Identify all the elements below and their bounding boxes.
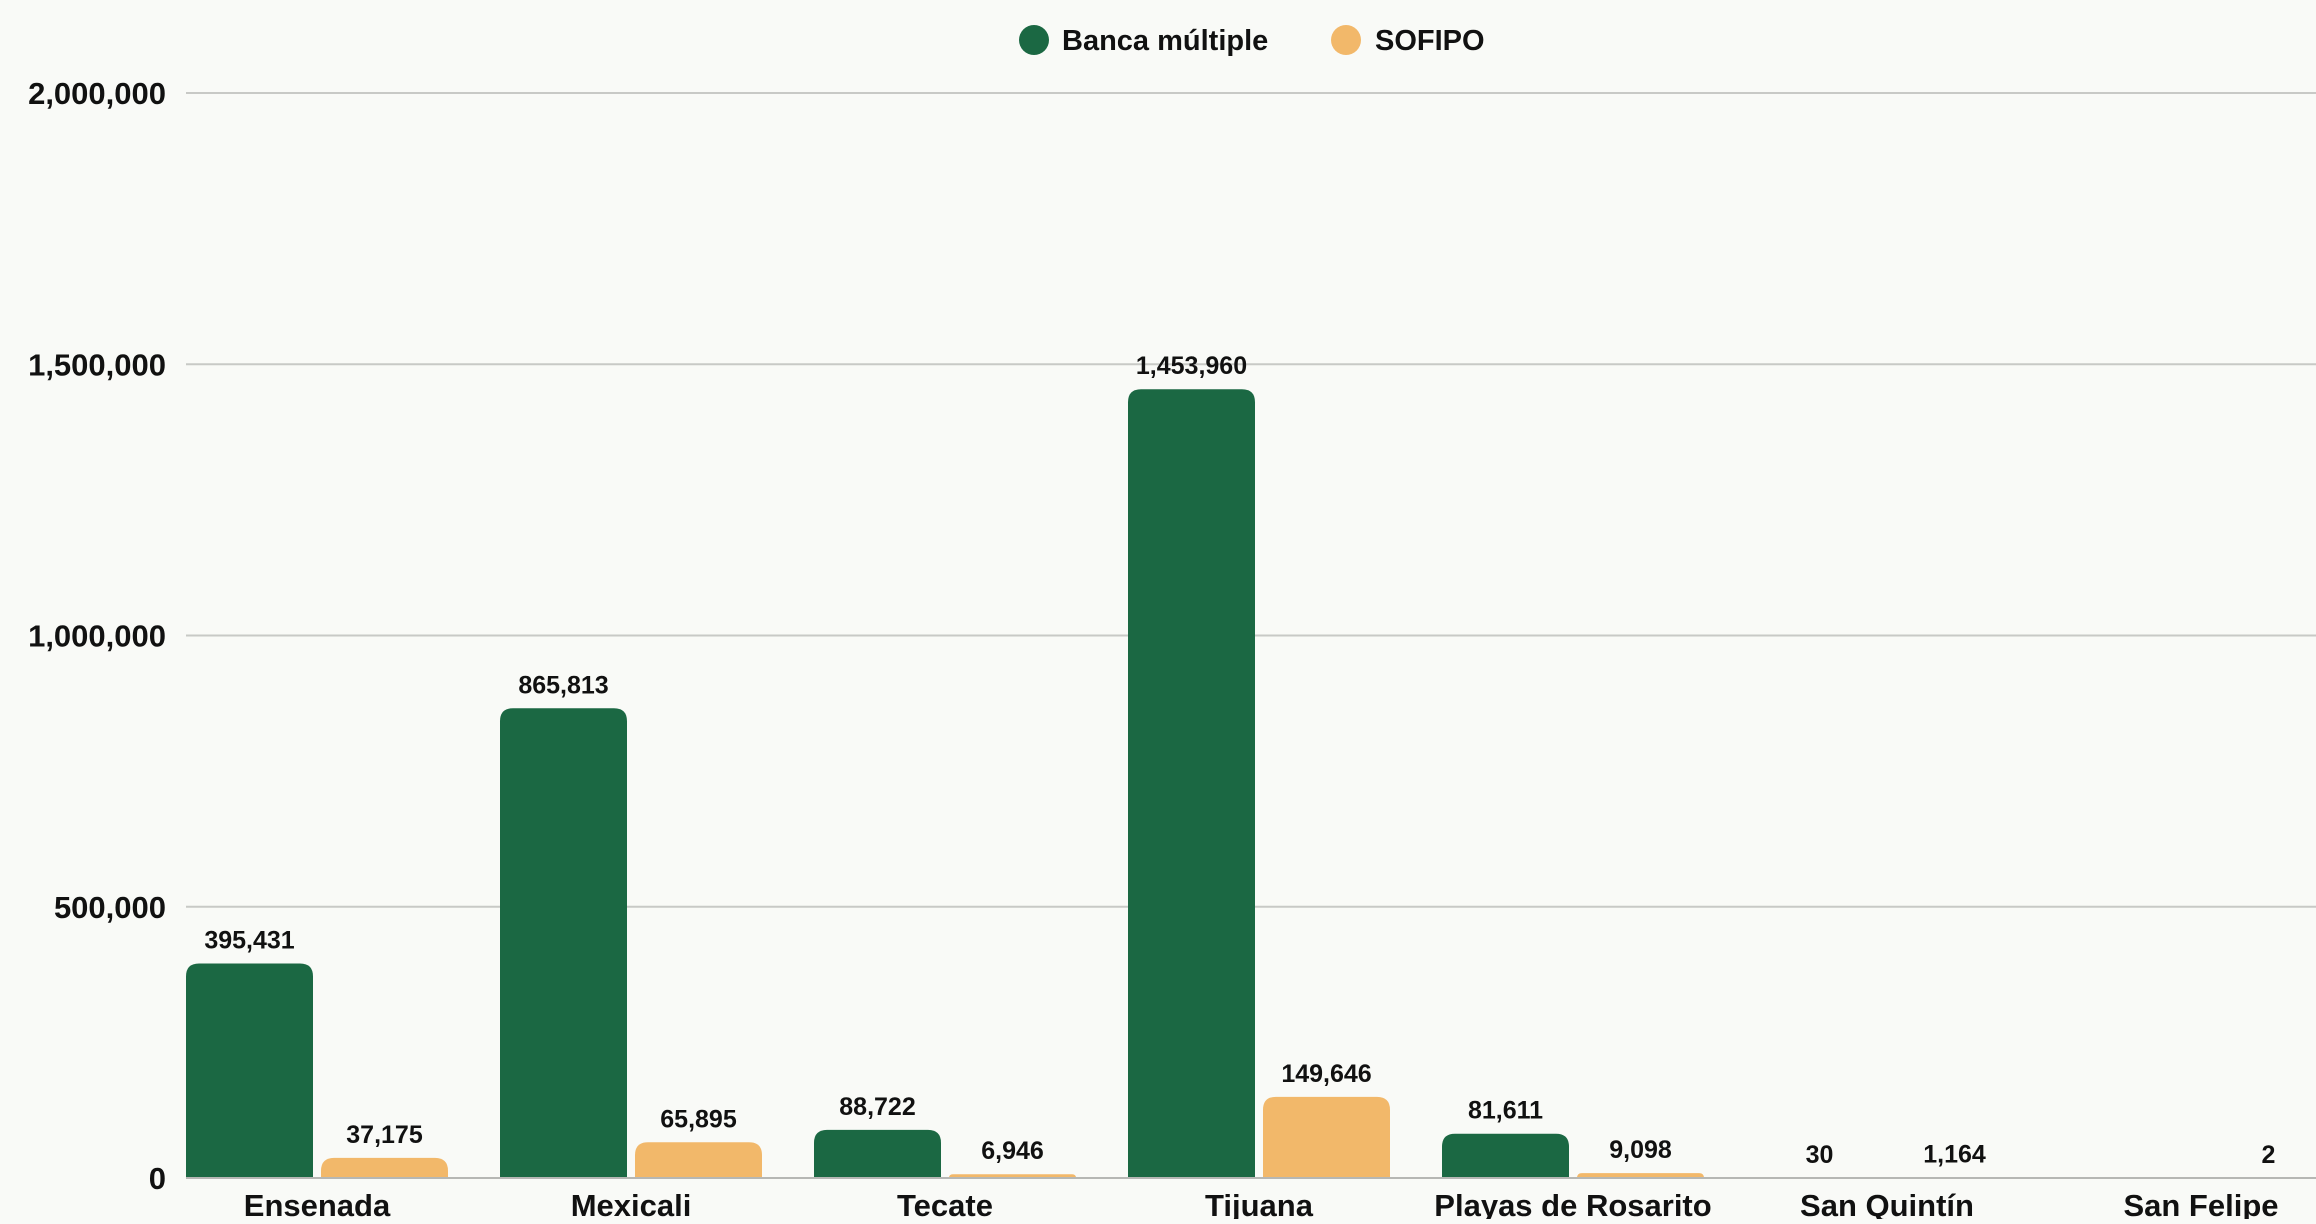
bar-sofipo-tijuana [1263,1096,1390,1178]
legend-marker-sofipo [1331,25,1361,55]
data-labels: 395,431 37,175 865,813 65,895 88,722 6,946 1,4… [204,352,2275,1169]
x-tick-label-mexicali: Mexicali [571,1188,692,1219]
legend-label-sofipo: SOFIPO [1375,25,1485,57]
y-tick-label: 500,000 [54,890,166,925]
bar-sofipo-playas-de-rosarito [1577,1173,1704,1178]
data-label-sofipo-tecate: 6,946 [981,1137,1044,1165]
bar-sofipo-mexicali [635,1142,762,1178]
data-label-banca-multiple-tecate: 88,722 [839,1093,915,1121]
data-label-sofipo-san-felipe: 2 [2262,1141,2276,1169]
bar-banca-multiple-playas-de-rosarito [1442,1133,1569,1178]
y-tick-label: 0 [149,1161,166,1196]
legend: Banca múltiple SOFIPO [1019,25,1485,57]
bar-banca-multiple-tijuana [1128,389,1255,1179]
y-tick-label: 1,500,000 [28,347,166,382]
data-label-sofipo-mexicali: 65,895 [660,1105,737,1133]
x-tick-label-san-felipe: San Felipe [2123,1188,2278,1219]
y-axis: 0 500,000 1,000,000 1,500,000 2,000,000 [28,76,2316,1196]
bar-sofipo-ensenada [321,1157,448,1178]
bar-banca-multiple-ensenada [186,963,313,1178]
y-tick-label: 1,000,000 [28,619,166,654]
x-tick-label-tecate: Tecate [897,1188,993,1219]
x-axis: Ensenada Mexicali Tecate Tijuana Playas de R… [244,1188,2279,1223]
y-tick-label: 2,000,000 [28,76,166,111]
data-label-banca-multiple-playas-de-rosarito: 81,611 [1468,1097,1543,1125]
data-label-banca-multiple-ensenada: 395,431 [204,926,294,954]
x-tick-label-playas-de-rosarito: Playas de Rosarito [1434,1188,1711,1219]
data-label-banca-multiple-tijuana: 1,453,960 [1136,352,1247,380]
data-label-banca-multiple-mexicali: 865,813 [518,671,608,699]
data-label-banca-multiple-san-quintin: 30 [1806,1141,1834,1169]
bars [186,389,2018,1179]
x-tick-label-san-quintin: San Quintín [1800,1188,1974,1219]
bar-banca-multiple-mexicali [500,708,627,1178]
data-label-sofipo-san-quintin: 1,164 [1923,1140,1986,1168]
x-tick-label-ensenada: Ensenada [244,1188,391,1219]
x-tick-label-tijuana: Tijuana [1205,1188,1314,1219]
legend-label-banca-multiple: Banca múltiple [1062,25,1268,57]
legend-marker-banca-multiple [1019,25,1049,55]
data-label-sofipo-playas-de-rosarito: 9,098 [1609,1136,1672,1164]
data-label-sofipo-ensenada: 37,175 [346,1121,423,1149]
data-label-sofipo-tijuana: 149,646 [1281,1060,1371,1088]
bar-banca-multiple-tecate [814,1129,941,1178]
